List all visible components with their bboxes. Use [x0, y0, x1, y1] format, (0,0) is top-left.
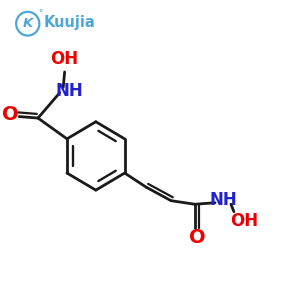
Text: K: K [22, 17, 33, 30]
Text: OH: OH [230, 212, 258, 230]
Text: °: ° [38, 9, 42, 18]
Text: O: O [2, 105, 18, 124]
Text: O: O [189, 228, 206, 247]
Text: NH: NH [210, 191, 238, 209]
Text: OH: OH [51, 50, 79, 68]
Text: Kuujia: Kuujia [44, 15, 96, 30]
Text: NH: NH [56, 82, 84, 100]
